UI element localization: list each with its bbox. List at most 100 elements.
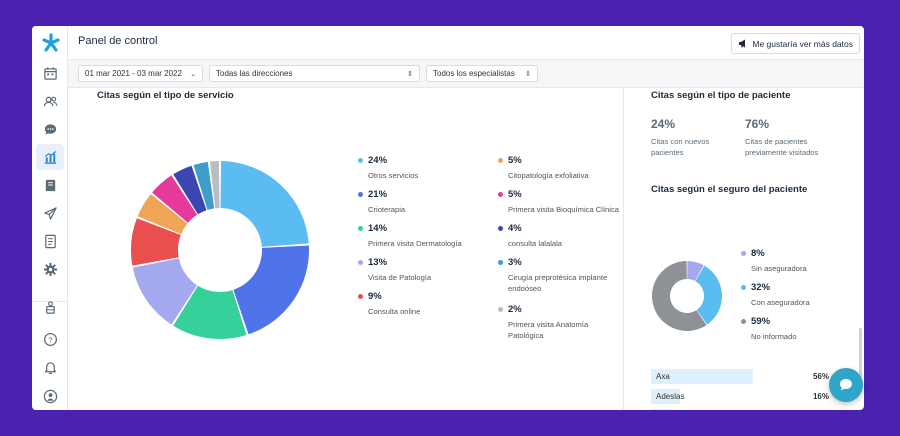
new-patients-label: Citas con nuevos pacientes	[651, 137, 710, 157]
legend-item: 2% Primera visita Anatomía Patológica	[498, 304, 623, 341]
more-data-button[interactable]: Me gustaría ver más datos	[731, 33, 860, 54]
legend-value: 5%	[508, 155, 522, 166]
new-patients-value: 24%	[651, 117, 676, 131]
legend-value: 2%	[508, 304, 522, 315]
legend-value: 21%	[368, 189, 388, 200]
legend-dot	[358, 192, 363, 197]
legend-item: 59% No informado	[741, 316, 851, 342]
legend-item: 8% Sin aseguradora	[741, 248, 851, 274]
new-patients-stat: 24% Citas con nuevos pacientes	[651, 117, 731, 158]
legend-dot	[741, 319, 746, 324]
sidebar-item-records[interactable]	[36, 172, 64, 198]
legend-label: consulta lalalala	[508, 239, 563, 248]
service-slice-2[interactable]	[233, 245, 309, 335]
legend-label: Primera visita Dermatología	[368, 239, 462, 248]
legend-dot	[498, 226, 503, 231]
insurance-slice-3[interactable]	[652, 261, 707, 331]
stats-icon	[44, 150, 56, 164]
filter-bar: 01 mar 2021 - 03 mar 2022 ⌄ Todas las di…	[68, 60, 864, 88]
legend-dot	[741, 285, 746, 290]
chat-icon	[44, 123, 56, 135]
sidebar-item-dashboard[interactable]	[36, 144, 64, 170]
sidebar-item-notifications[interactable]	[36, 354, 64, 380]
insurance-slice-1[interactable]	[687, 261, 704, 282]
insurer-value: 56%	[812, 372, 829, 381]
help-icon: ?	[43, 332, 57, 346]
legend-item: 24% Otros servicios	[358, 155, 498, 181]
insurer-row: Adeslas 16%	[651, 389, 829, 404]
legend-value: 14%	[368, 223, 388, 234]
legend-item: 32% Con aseguradora	[741, 282, 851, 308]
service-slice-8[interactable]	[173, 165, 207, 215]
sidebar-item-profile[interactable]	[36, 383, 64, 409]
legend-dot	[358, 158, 363, 163]
scrollbar[interactable]	[859, 328, 862, 388]
sidebar-item-calendar[interactable]	[36, 60, 64, 86]
address-select[interactable]: Todas las direcciones ⇕	[209, 65, 420, 82]
service-slice-5[interactable]	[131, 218, 181, 266]
sidebar-item-patients[interactable]	[36, 88, 64, 114]
date-range-value: 01 mar 2021 - 03 mar 2022	[85, 69, 182, 78]
insurer-row: DKV Seguros12%	[651, 409, 829, 410]
calendar-icon	[43, 66, 57, 80]
support-chat-button[interactable]	[829, 368, 863, 402]
page-title: Panel de control	[78, 35, 158, 47]
legend-item: 21% Crioterapia	[358, 189, 498, 215]
legend-label: Visita de Patología	[368, 273, 432, 282]
specialist-select[interactable]: Todos los especialistas ⇕	[426, 65, 538, 82]
book-icon	[45, 179, 55, 191]
legend-item: 5% Citopatología exfoliativa	[498, 155, 623, 181]
legend-label: Cirugía preprotésica implante endoóseo	[508, 273, 608, 293]
legend-label: Consulta online	[368, 307, 421, 316]
service-slice-1[interactable]	[220, 161, 309, 247]
insurer-bar	[651, 369, 753, 384]
legend-item: 14% Primera visita Dermatología	[358, 223, 498, 249]
service-slice-10[interactable]	[209, 161, 220, 209]
legend-item: 13% Visita de Patología	[358, 257, 498, 283]
legend-value: 5%	[508, 189, 522, 200]
legend-label: Con aseguradora	[751, 298, 810, 307]
chat-bubble-icon	[840, 379, 852, 391]
legend-value: 13%	[368, 257, 388, 268]
app-logo-icon[interactable]	[40, 32, 62, 54]
insurer-bar	[651, 389, 680, 404]
insurer-name: Adeslas	[656, 392, 685, 401]
service-slice-3[interactable]	[173, 285, 247, 339]
legend-item: 9% Consulta online	[358, 291, 498, 317]
insurance-slice-2[interactable]	[695, 265, 722, 325]
legend-value: 32%	[751, 282, 771, 293]
legend-label: Otros servicios	[368, 171, 419, 180]
svg-text:?: ?	[48, 335, 52, 344]
legend-label: Primera visita Bioquímica Clínica	[508, 205, 619, 214]
insurer-bar	[651, 409, 673, 410]
service-slice-9[interactable]	[193, 161, 215, 210]
returning-patients-stat: 76% Citas de pacientes previamente visit…	[745, 117, 845, 158]
legend-item: 5% Primera visita Bioquímica Clínica	[498, 189, 623, 215]
legend-dot	[498, 192, 503, 197]
service-slice-4[interactable]	[132, 258, 198, 325]
legend-label: No informado	[751, 332, 797, 341]
legend-dot	[358, 260, 363, 265]
megaphone-icon	[739, 39, 746, 48]
service-slice-6[interactable]	[137, 194, 188, 235]
legend-label: Citopatología exfoliativa	[508, 171, 589, 180]
legend-dot	[498, 158, 503, 163]
specialist-value: Todos los especialistas	[433, 69, 515, 78]
top-bar: Panel de control Me gustaría ver más dat…	[68, 26, 864, 60]
legend-value: 4%	[508, 223, 522, 234]
sidebar-item-help[interactable]: ?	[36, 326, 64, 352]
legend-dot	[741, 251, 746, 256]
sidebar-item-settings[interactable]	[36, 256, 64, 282]
send-icon	[43, 206, 57, 220]
sidebar-item-messages[interactable]	[36, 116, 64, 142]
sidebar-item-lab[interactable]	[36, 294, 64, 320]
service-section-title: Citas según el tipo de servicio	[97, 90, 234, 101]
insurer-value: 16%	[812, 392, 829, 401]
sidebar-item-reports[interactable]	[36, 228, 64, 254]
sidebar-item-campaigns[interactable]	[36, 200, 64, 226]
legend-item: 4% consulta lalalala	[498, 223, 623, 249]
date-range-select[interactable]: 01 mar 2021 - 03 mar 2022 ⌄	[78, 65, 203, 82]
insurer-name: Axa	[656, 372, 670, 381]
service-slice-7[interactable]	[152, 175, 198, 223]
legend-label: Sin aseguradora	[751, 264, 807, 273]
